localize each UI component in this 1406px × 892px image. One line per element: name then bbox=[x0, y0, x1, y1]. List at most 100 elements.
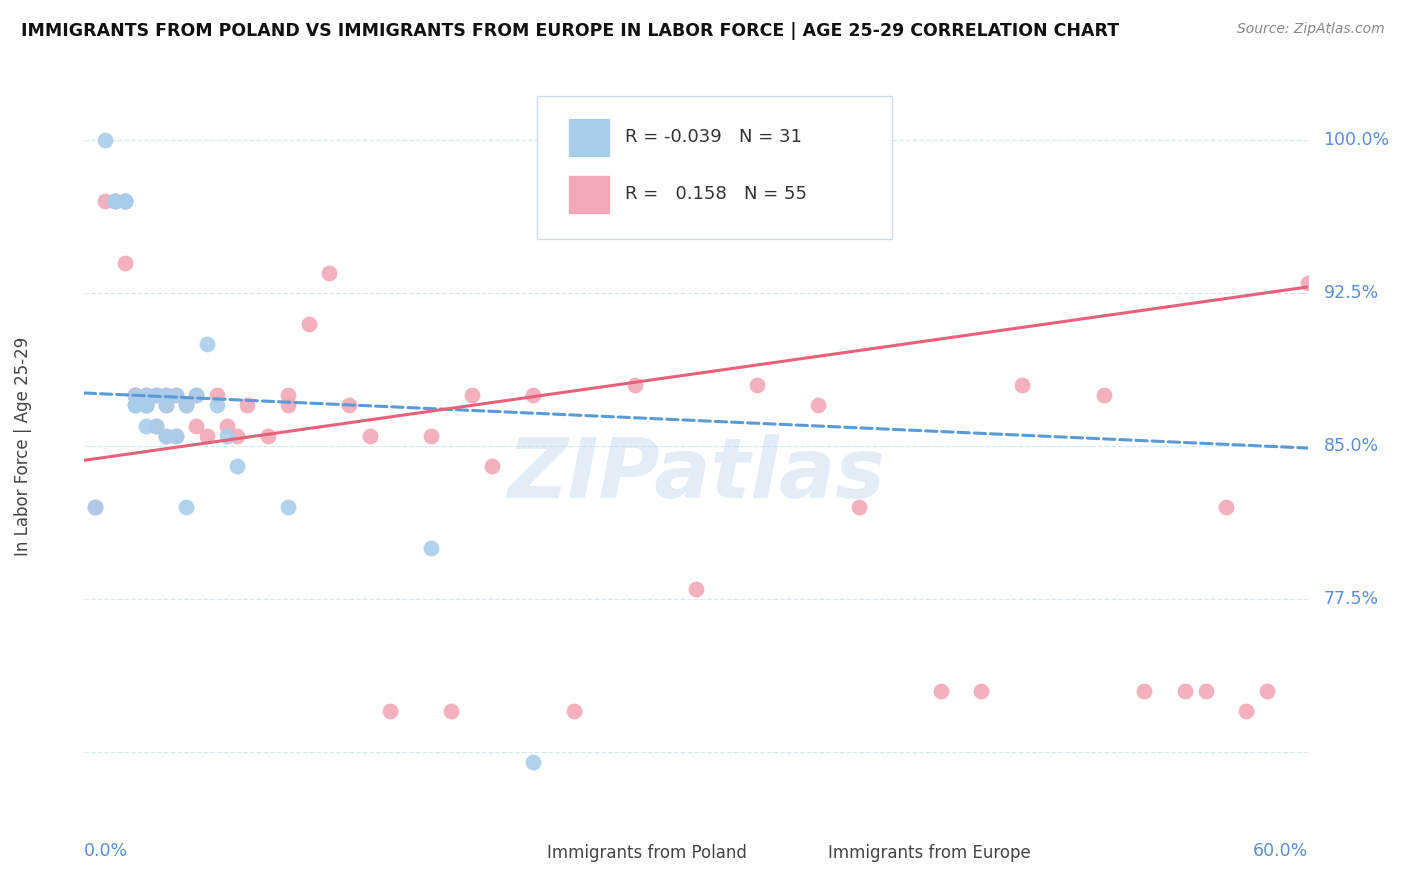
Point bbox=[562, 704, 585, 718]
Point bbox=[1234, 704, 1257, 718]
Point bbox=[1296, 276, 1319, 290]
Point bbox=[155, 429, 177, 443]
Point bbox=[339, 398, 360, 412]
Point bbox=[1195, 683, 1218, 698]
Point bbox=[145, 418, 167, 433]
Point bbox=[124, 388, 146, 402]
Point bbox=[104, 194, 127, 209]
Point bbox=[277, 388, 299, 402]
Point bbox=[217, 429, 239, 443]
Point bbox=[165, 429, 187, 443]
Text: R = -0.039   N = 31: R = -0.039 N = 31 bbox=[626, 128, 801, 146]
Point bbox=[420, 541, 443, 555]
Point bbox=[807, 398, 830, 412]
Point bbox=[114, 194, 136, 209]
Point bbox=[929, 683, 952, 698]
Text: 85.0%: 85.0% bbox=[1323, 437, 1379, 455]
Point bbox=[277, 500, 299, 515]
Text: 77.5%: 77.5% bbox=[1323, 590, 1379, 608]
Text: 60.0%: 60.0% bbox=[1253, 842, 1308, 860]
Point bbox=[83, 500, 105, 515]
Point bbox=[124, 388, 146, 402]
Text: Immigrants from Poland: Immigrants from Poland bbox=[547, 844, 747, 862]
Point bbox=[135, 398, 157, 412]
Text: R =   0.158   N = 55: R = 0.158 N = 55 bbox=[626, 186, 807, 203]
Point bbox=[174, 500, 197, 515]
Point bbox=[114, 194, 136, 209]
Text: IMMIGRANTS FROM POLAND VS IMMIGRANTS FROM EUROPE IN LABOR FORCE | AGE 25-29 CORR: IMMIGRANTS FROM POLAND VS IMMIGRANTS FRO… bbox=[21, 22, 1119, 40]
Text: ZIPatlas: ZIPatlas bbox=[508, 434, 884, 515]
Point bbox=[114, 255, 136, 269]
Point bbox=[165, 388, 187, 402]
Point bbox=[461, 388, 484, 402]
Point bbox=[195, 337, 218, 351]
Point bbox=[155, 388, 177, 402]
Point bbox=[155, 398, 177, 412]
Point bbox=[205, 388, 228, 402]
Point bbox=[114, 194, 136, 209]
Point bbox=[124, 388, 146, 402]
Point bbox=[848, 500, 870, 515]
Point bbox=[124, 398, 146, 412]
Point bbox=[135, 388, 157, 402]
Point bbox=[257, 429, 280, 443]
Point bbox=[1256, 683, 1278, 698]
Point bbox=[747, 377, 769, 392]
Point bbox=[1011, 377, 1033, 392]
Point bbox=[186, 388, 208, 402]
Point bbox=[236, 398, 259, 412]
Point bbox=[135, 418, 157, 433]
Point bbox=[1133, 683, 1156, 698]
Point bbox=[174, 398, 197, 412]
Text: In Labor Force | Age 25-29: In Labor Force | Age 25-29 bbox=[14, 336, 32, 556]
Point bbox=[186, 418, 208, 433]
Point bbox=[145, 418, 167, 433]
Point bbox=[440, 704, 463, 718]
Point bbox=[226, 459, 249, 474]
Point bbox=[104, 194, 127, 209]
Point bbox=[114, 194, 136, 209]
Point bbox=[1092, 388, 1115, 402]
Point bbox=[93, 133, 115, 147]
Point bbox=[155, 398, 177, 412]
Point bbox=[104, 194, 127, 209]
Point bbox=[1174, 683, 1197, 698]
Point bbox=[165, 388, 187, 402]
Point bbox=[174, 398, 197, 412]
Point bbox=[195, 429, 218, 443]
Bar bbox=[568, 118, 610, 157]
Point bbox=[165, 429, 187, 443]
Point bbox=[481, 459, 503, 474]
Text: Immigrants from Europe: Immigrants from Europe bbox=[828, 844, 1031, 862]
Point bbox=[145, 388, 167, 402]
Point bbox=[277, 398, 299, 412]
Text: 0.0%: 0.0% bbox=[84, 842, 128, 860]
Point bbox=[155, 388, 177, 402]
Point bbox=[318, 266, 340, 280]
FancyBboxPatch shape bbox=[537, 96, 891, 239]
Point bbox=[420, 429, 443, 443]
Point bbox=[1215, 500, 1237, 515]
Point bbox=[359, 429, 381, 443]
Text: 100.0%: 100.0% bbox=[1323, 131, 1389, 149]
Text: Source: ZipAtlas.com: Source: ZipAtlas.com bbox=[1237, 22, 1385, 37]
Point bbox=[205, 398, 228, 412]
Point bbox=[298, 317, 321, 331]
Point bbox=[186, 388, 208, 402]
Text: 92.5%: 92.5% bbox=[1323, 284, 1379, 302]
Point bbox=[93, 194, 115, 209]
Point bbox=[522, 755, 544, 769]
Point bbox=[380, 704, 402, 718]
Point bbox=[522, 388, 544, 402]
Bar bbox=[568, 175, 610, 214]
Bar bbox=[501, 842, 534, 863]
Point bbox=[155, 429, 177, 443]
Point bbox=[685, 582, 707, 596]
Point bbox=[624, 377, 647, 392]
Point bbox=[124, 398, 146, 412]
Point bbox=[217, 418, 239, 433]
Point bbox=[970, 683, 993, 698]
Point bbox=[135, 398, 157, 412]
Point bbox=[135, 398, 157, 412]
Point bbox=[83, 500, 105, 515]
